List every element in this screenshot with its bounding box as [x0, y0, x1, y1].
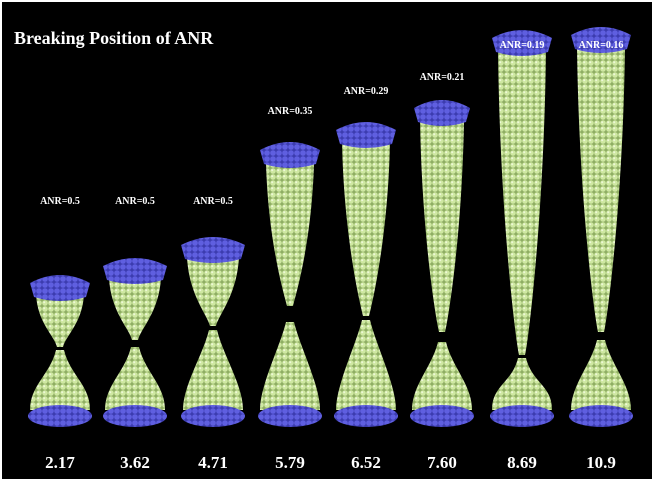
anr-label: ANR=0.35	[268, 106, 313, 117]
lower-cap	[181, 405, 245, 427]
anr-label: ANR=0.29	[344, 86, 389, 97]
lower-cap	[490, 405, 554, 427]
strain-label: 4.71	[198, 453, 228, 472]
lower-cap	[103, 405, 167, 427]
strain-label: 5.79	[275, 453, 305, 472]
figure-title: Breaking Position of ANR	[14, 28, 214, 48]
anr-label: ANR=0.21	[420, 72, 465, 83]
strain-label: 3.62	[120, 453, 150, 472]
anr-label: ANR=0.5	[193, 196, 233, 207]
lower-cap	[28, 405, 92, 427]
anr-label: ANR=0.5	[40, 196, 80, 207]
strain-label: 8.69	[507, 453, 537, 472]
lower-cap	[569, 405, 633, 427]
strain-label: 7.60	[427, 453, 457, 472]
strain-label: 6.52	[351, 453, 381, 472]
anr-label: ANR=0.5	[115, 196, 155, 207]
lower-cap	[258, 405, 322, 427]
figure: Breaking Position of ANR ANR=0.5 2.17 ANR=…	[0, 0, 654, 481]
lower-cap	[334, 405, 398, 427]
lower-cap	[410, 405, 474, 427]
anr-label: ANR=0.16	[579, 40, 624, 51]
anr-label: ANR=0.19	[500, 40, 545, 51]
strain-label: 2.17	[45, 453, 75, 472]
background	[2, 2, 652, 479]
strain-label: 10.9	[586, 453, 616, 472]
